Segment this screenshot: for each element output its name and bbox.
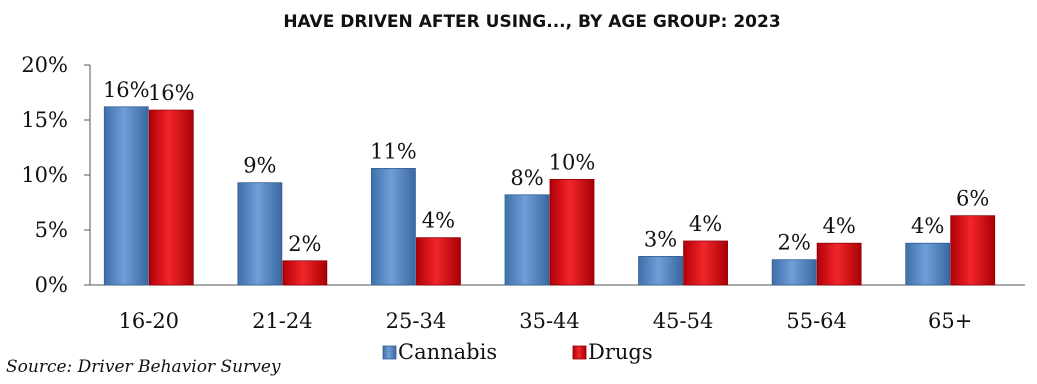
data-label: 8%	[510, 166, 543, 190]
chart-title: HAVE DRIVEN AFTER USING..., BY AGE GROUP…	[283, 12, 780, 32]
bar-cannabis-35-44	[504, 194, 550, 286]
bar-cannabis-16-20	[103, 106, 149, 286]
bar-cannabis-21-24	[237, 182, 283, 286]
y-tick-label: 5%	[35, 218, 68, 242]
data-label: 6%	[956, 187, 989, 211]
bar-drugs-16-20	[148, 109, 194, 286]
bar-cannabis-25-34	[371, 167, 416, 286]
legend-swatch-drugs	[572, 345, 587, 360]
bar-drugs-45-54	[683, 240, 728, 286]
x-tick-label: 45-54	[653, 309, 714, 333]
bar-drugs-65+	[950, 215, 996, 286]
legend-swatch-cannabis	[382, 345, 397, 360]
bar-cannabis-45-54	[638, 255, 683, 286]
y-tick-label: 0%	[35, 273, 68, 297]
legend-label: Cannabis	[398, 340, 497, 364]
data-label: 4%	[689, 212, 722, 236]
data-label: 4%	[422, 209, 455, 233]
legend-label: Drugs	[588, 340, 653, 364]
y-tick-label: 20%	[21, 53, 68, 77]
data-label: 2%	[777, 231, 810, 255]
data-label: 10%	[549, 150, 596, 174]
data-label: 16%	[148, 81, 195, 105]
y-tick-label: 10%	[21, 163, 68, 187]
source-note: Source: Driver Behavior Survey	[6, 357, 281, 377]
bar-drugs-21-24	[282, 260, 328, 286]
legend: Cannabis Drugs	[382, 340, 653, 364]
data-label: 11%	[370, 139, 417, 163]
data-label: 4%	[911, 214, 944, 238]
x-tick-label: 16-20	[119, 309, 180, 333]
axes: 0% 5% 10% 15% 20% 16-20 21-24 25-34 35-44 45-54 55…	[21, 53, 1025, 333]
x-tick-label: 21-24	[252, 309, 313, 333]
bar-drugs-25-34	[416, 237, 461, 286]
bar-cannabis-65+	[905, 242, 951, 286]
data-label: 4%	[822, 214, 855, 238]
bar-drugs-35-44	[549, 178, 595, 286]
x-tick-label: 35-44	[519, 309, 580, 333]
x-tick-label: 55-64	[786, 309, 847, 333]
bar-drugs-55-64	[816, 242, 862, 286]
y-tick-label: 15%	[21, 108, 68, 132]
x-tick-label: 25-34	[386, 309, 447, 333]
data-label: 16%	[103, 78, 150, 102]
x-tick-label: 65+	[928, 309, 972, 333]
data-label: 3%	[644, 227, 677, 251]
data-label: 2%	[288, 232, 321, 256]
bars: 16%16% 9% 2% 11% 4% 8%10% 3% 4% 2% 4% 4% 6%	[103, 78, 996, 286]
bar-cannabis-55-64	[771, 259, 817, 286]
data-label: 9%	[243, 154, 276, 178]
